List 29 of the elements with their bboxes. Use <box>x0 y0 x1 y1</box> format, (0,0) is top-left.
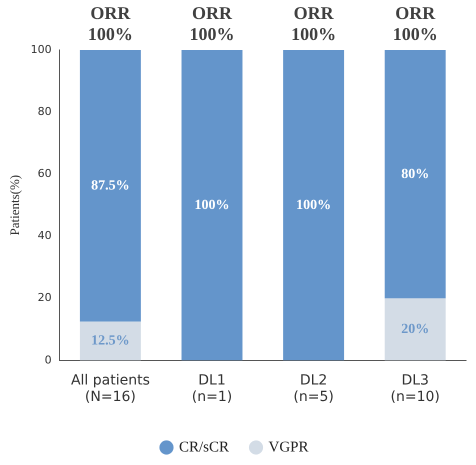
y-tick-label: 80 <box>38 104 52 118</box>
data-label: 20% <box>401 322 430 337</box>
y-tick-label: 60 <box>38 167 52 180</box>
bar <box>384 298 446 360</box>
data-label: 100% <box>296 198 332 213</box>
bar <box>182 50 242 360</box>
annotation: ORR 100% <box>291 3 336 44</box>
annotation: ORR 100% <box>189 3 234 44</box>
data-label: 100% <box>194 198 230 213</box>
x-tick-label: DL1 (n=1) <box>192 372 232 406</box>
bar <box>80 50 141 322</box>
y-tick-label: 0 <box>44 353 52 366</box>
y-tick-label: 20 <box>38 291 52 304</box>
data-label: 80% <box>401 166 430 182</box>
annotation: ORR 100% <box>88 3 133 44</box>
annotation: ORR 100% <box>392 3 438 44</box>
legend-label: CR/sCR <box>178 439 230 456</box>
x-tick-label: DL2 (n=5) <box>293 372 334 406</box>
data-label: 12.5% <box>91 334 130 349</box>
y-tick-label: 40 <box>38 229 52 242</box>
bar <box>384 50 446 298</box>
data-label: 87.5% <box>91 178 130 194</box>
y-tick-label: 100 <box>30 42 52 56</box>
x-tick-label: All patients (N=16) <box>70 372 150 406</box>
y-axis-title: Patients(%) <box>7 174 22 236</box>
bar <box>80 322 141 360</box>
legend-label: VGPR <box>268 439 309 456</box>
bar <box>283 50 344 360</box>
x-tick-label: DL3 (n=10) <box>390 372 440 406</box>
